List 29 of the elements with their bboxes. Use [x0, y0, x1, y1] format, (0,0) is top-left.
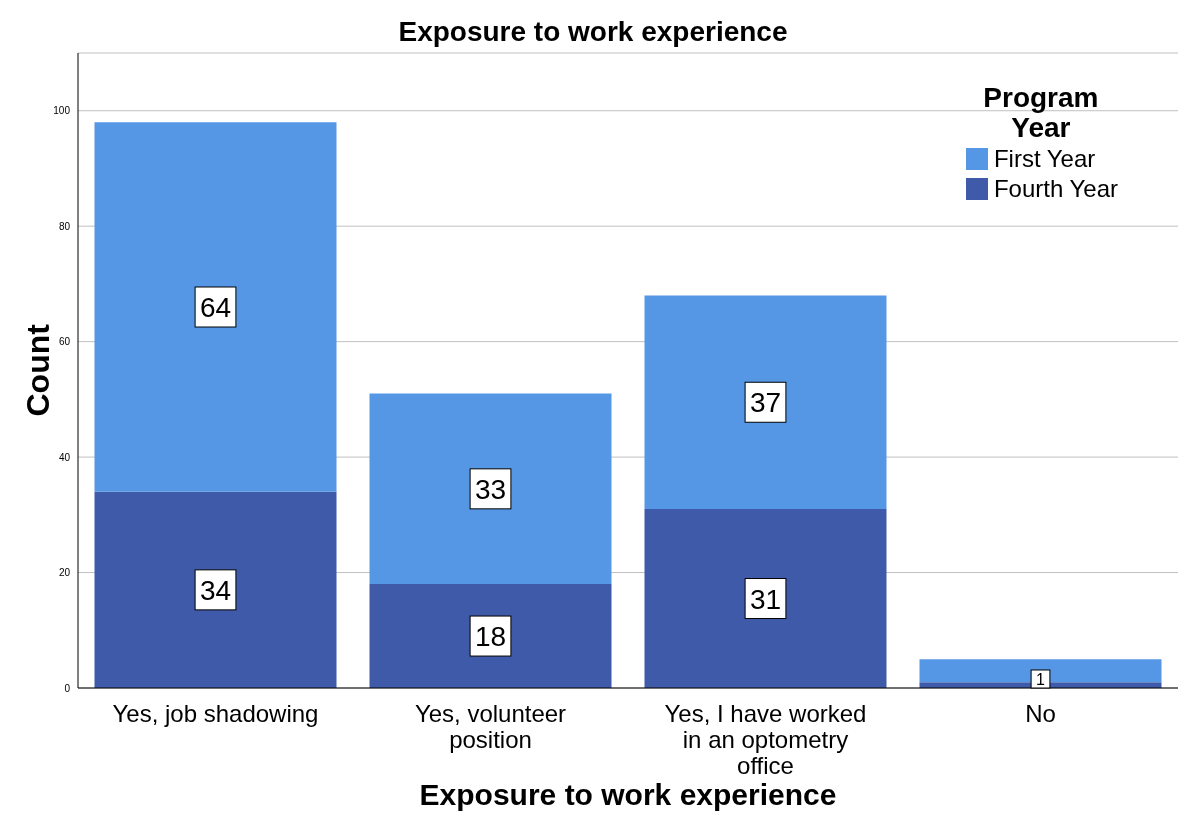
data-label: 64	[199, 292, 232, 324]
data-label: 31	[749, 583, 782, 615]
bar	[369, 393, 612, 585]
legend-label: Fourth Year	[993, 175, 1118, 203]
x-tick-label: No	[1025, 700, 1056, 727]
y-tick-label: 100	[53, 105, 71, 117]
y-tick-label: 20	[58, 567, 71, 579]
legend-title: Program Year	[982, 82, 1100, 143]
chart-title: Exposure to work experience	[397, 16, 789, 48]
bar	[369, 584, 612, 688]
bar	[94, 491, 337, 688]
bar	[644, 509, 887, 688]
data-label: 34	[199, 574, 232, 606]
bar	[644, 295, 887, 510]
data-label: 1	[1036, 670, 1046, 688]
y-axis-title: Count	[19, 324, 57, 417]
data-label: 18	[474, 621, 507, 653]
x-tick-label: Yes, job shadowing	[112, 700, 319, 727]
bar	[94, 122, 337, 492]
y-tick-label: 60	[58, 336, 71, 348]
legend-label: First Year	[993, 145, 1096, 173]
y-tick-label: 80	[58, 220, 71, 232]
y-tick-label: 0	[64, 682, 71, 694]
y-tick-label: 40	[58, 451, 71, 463]
x-tick-label: Yes, I have worked in an optometry office	[664, 700, 867, 779]
data-label: 37	[749, 387, 782, 419]
x-axis-title: Exposure to work experience	[418, 778, 838, 812]
data-label: 33	[474, 473, 507, 505]
x-tick-label: Yes, volunteer position	[414, 700, 567, 753]
